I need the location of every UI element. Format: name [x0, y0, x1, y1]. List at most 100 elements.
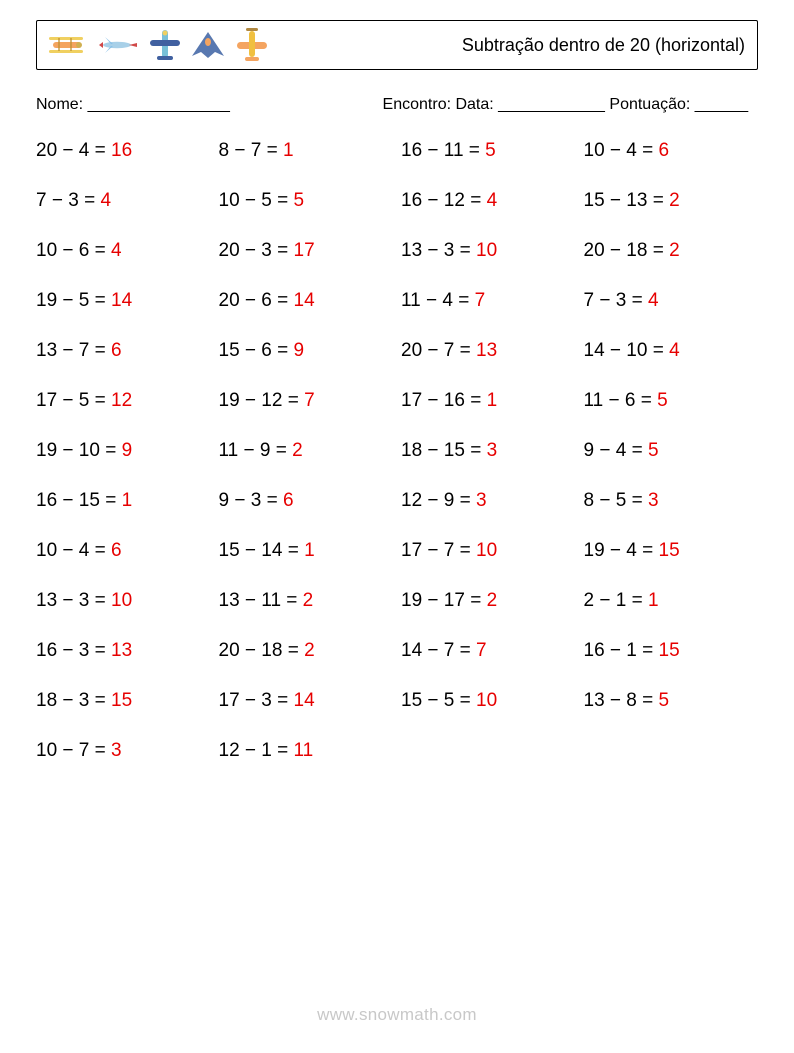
worksheet-header: Subtração dentro de 20 (horizontal) — [36, 20, 758, 70]
problem-expression: 15 − 5 = — [401, 690, 476, 711]
problem-expression: 10 − 4 = — [36, 540, 111, 561]
problem-answer: 4 — [648, 290, 659, 311]
problem-answer: 1 — [283, 140, 294, 161]
problem-expression: 9 − 4 = — [584, 440, 648, 461]
problem-expression: 17 − 16 = — [401, 390, 487, 411]
date-score-label: Encontro: Data: ____________ Pontuação: … — [383, 96, 758, 114]
plane-icon — [49, 31, 89, 59]
subtraction-problem: 14 − 7 = 7 — [401, 640, 576, 662]
problem-answer: 13 — [476, 340, 497, 361]
problem-answer: 1 — [304, 540, 315, 561]
problem-expression: 19 − 4 = — [584, 540, 659, 561]
problem-answer: 17 — [294, 240, 315, 261]
problem-expression: 7 − 3 = — [36, 190, 100, 211]
subtraction-problem: 11 − 4 = 7 — [401, 290, 576, 312]
problem-expression: 20 − 7 = — [401, 340, 476, 361]
problem-expression: 13 − 8 = — [584, 690, 659, 711]
subtraction-problem: 15 − 13 = 2 — [584, 190, 759, 212]
problem-expression: 10 − 5 = — [219, 190, 294, 211]
plane-icons — [49, 28, 269, 62]
subtraction-problem: 9 − 3 = 6 — [219, 490, 394, 512]
problem-answer: 4 — [487, 190, 498, 211]
problem-expression: 20 − 3 = — [219, 240, 294, 261]
problem-answer: 2 — [303, 590, 314, 611]
problem-expression: 19 − 5 = — [36, 290, 111, 311]
problem-expression: 16 − 3 = — [36, 640, 111, 661]
info-row: Nome: ________________ Encontro: Data: _… — [36, 96, 758, 114]
problem-answer: 10 — [476, 240, 497, 261]
problem-expression: 14 − 7 = — [401, 640, 476, 661]
plane-icon — [191, 30, 225, 60]
subtraction-problem: 16 − 3 = 13 — [36, 640, 211, 662]
problem-answer: 5 — [485, 140, 496, 161]
problem-answer: 7 — [476, 640, 487, 661]
problem-expression: 16 − 11 = — [401, 140, 485, 161]
problem-answer: 1 — [122, 490, 133, 511]
subtraction-problem: 17 − 7 = 10 — [401, 540, 576, 562]
problem-expression: 11 − 9 = — [219, 440, 293, 461]
problem-expression: 12 − 9 = — [401, 490, 476, 511]
problem-answer: 4 — [111, 240, 122, 261]
problem-expression: 10 − 7 = — [36, 740, 111, 761]
problem-expression: 13 − 11 = — [219, 590, 303, 611]
subtraction-problem: 10 − 7 = 3 — [36, 740, 211, 762]
problem-answer: 9 — [294, 340, 305, 361]
problem-expression: 11 − 6 = — [584, 390, 658, 411]
problem-expression: 13 − 3 = — [36, 590, 111, 611]
problem-answer: 15 — [659, 540, 680, 561]
plane-icon — [149, 28, 181, 62]
subtraction-problem: 20 − 3 = 17 — [219, 240, 394, 262]
problem-answer: 5 — [648, 440, 659, 461]
problem-expression: 20 − 18 = — [584, 240, 670, 261]
subtraction-problem: 17 − 5 = 12 — [36, 390, 211, 412]
problem-answer: 10 — [476, 540, 497, 561]
problems-grid: 20 − 4 = 168 − 7 = 116 − 11 = 510 − 4 = … — [36, 140, 758, 762]
problem-expression: 17 − 5 = — [36, 390, 111, 411]
subtraction-problem: 18 − 15 = 3 — [401, 440, 576, 462]
subtraction-problem: 13 − 7 = 6 — [36, 340, 211, 362]
subtraction-problem: 8 − 5 = 3 — [584, 490, 759, 512]
problem-expression: 12 − 1 = — [219, 740, 294, 761]
problem-expression: 13 − 3 = — [401, 240, 476, 261]
subtraction-problem: 19 − 5 = 14 — [36, 290, 211, 312]
problem-answer: 14 — [294, 690, 315, 711]
problem-expression: 8 − 5 = — [584, 490, 648, 511]
subtraction-problem: 13 − 3 = 10 — [36, 590, 211, 612]
subtraction-problem: 11 − 6 = 5 — [584, 390, 759, 412]
subtraction-problem: 9 − 4 = 5 — [584, 440, 759, 462]
problem-answer: 2 — [669, 240, 680, 261]
problem-answer: 9 — [122, 440, 133, 461]
subtraction-problem: 19 − 4 = 15 — [584, 540, 759, 562]
problem-expression: 17 − 7 = — [401, 540, 476, 561]
problem-answer: 2 — [669, 190, 680, 211]
problem-expression: 19 − 12 = — [219, 390, 305, 411]
problem-expression: 20 − 6 = — [219, 290, 294, 311]
subtraction-problem: 18 − 3 = 15 — [36, 690, 211, 712]
problem-expression: 18 − 3 = — [36, 690, 111, 711]
subtraction-problem: 19 − 10 = 9 — [36, 440, 211, 462]
problem-answer: 1 — [487, 390, 498, 411]
problem-answer: 5 — [294, 190, 305, 211]
footer-url: www.snowmath.com — [0, 1005, 794, 1025]
subtraction-problem: 13 − 11 = 2 — [219, 590, 394, 612]
problem-expression: 19 − 10 = — [36, 440, 122, 461]
name-field-label: Nome: ________________ — [36, 96, 383, 114]
subtraction-problem: 8 − 7 = 1 — [219, 140, 394, 162]
problem-expression: 2 − 1 = — [584, 590, 648, 611]
problem-expression: 20 − 4 = — [36, 140, 111, 161]
subtraction-problem: 15 − 6 = 9 — [219, 340, 394, 362]
problem-answer: 6 — [283, 490, 294, 511]
problem-answer: 6 — [111, 340, 122, 361]
subtraction-problem: 16 − 15 = 1 — [36, 490, 211, 512]
problem-answer: 11 — [294, 740, 314, 761]
subtraction-problem: 13 − 3 = 10 — [401, 240, 576, 262]
subtraction-problem: 12 − 9 = 3 — [401, 490, 576, 512]
problem-answer: 4 — [100, 190, 111, 211]
problem-answer: 1 — [648, 590, 659, 611]
problem-answer: 5 — [657, 390, 668, 411]
subtraction-problem: 13 − 8 = 5 — [584, 690, 759, 712]
problem-answer: 10 — [476, 690, 497, 711]
subtraction-problem: 14 − 10 = 4 — [584, 340, 759, 362]
problem-expression: 8 − 7 = — [219, 140, 283, 161]
subtraction-problem: 12 − 1 = 11 — [219, 740, 394, 762]
